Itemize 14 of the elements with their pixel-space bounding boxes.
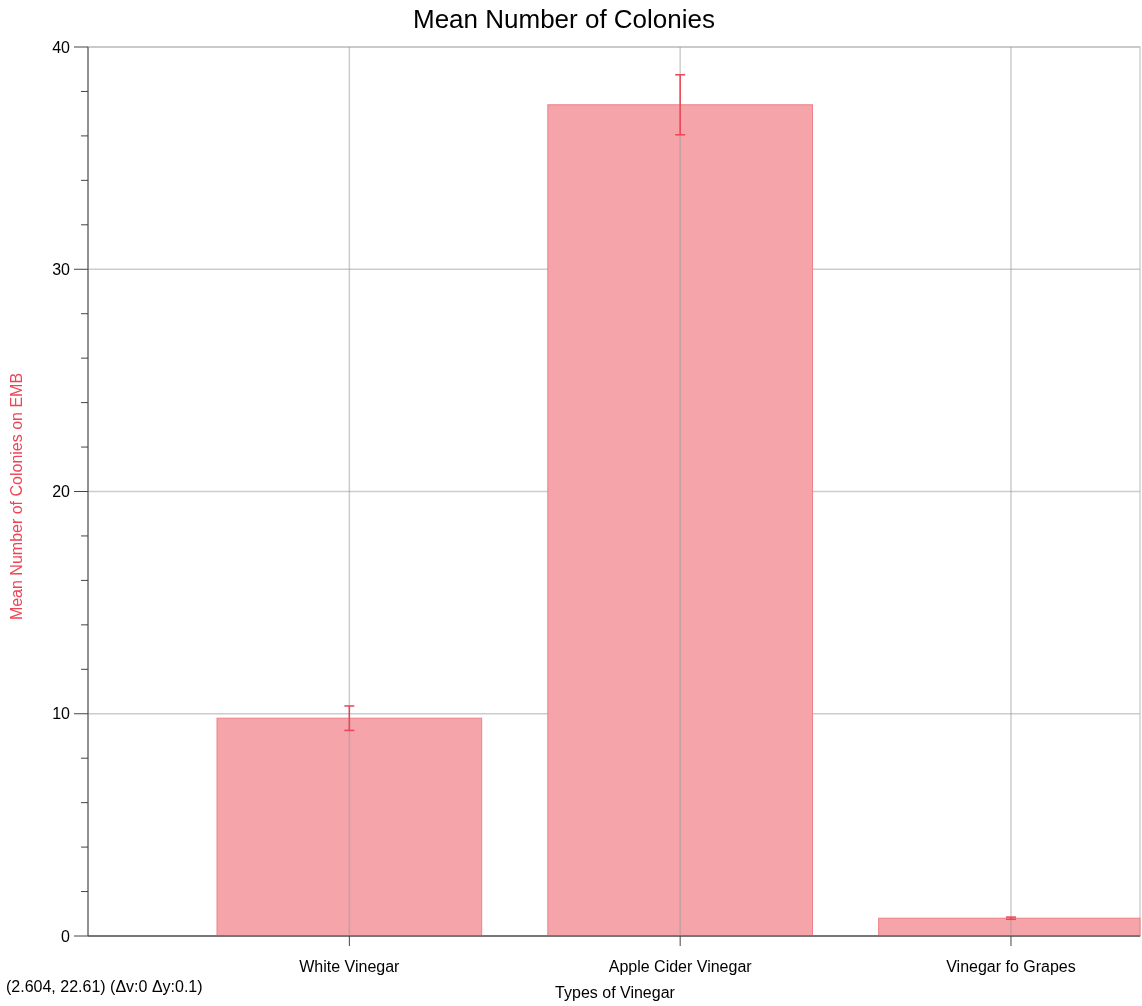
chart-title: Mean Number of Colonies xyxy=(412,4,716,34)
text: (2.604, 22.61) (Δv:0 Δy:0.1) xyxy=(6,978,203,995)
y-tick-label: 40 xyxy=(52,38,71,56)
y-axis-title: Mean Number of Colonies on EMB xyxy=(8,372,25,621)
y-tick-label: 10 xyxy=(52,705,71,723)
x-tick-label: White Vinegar xyxy=(299,958,401,975)
y-tick-label: 20 xyxy=(52,483,71,501)
bar xyxy=(216,717,483,937)
x-tick-label: Apple Cider Vinegar xyxy=(608,958,753,975)
y-tick-label: 0 xyxy=(61,927,71,945)
bar xyxy=(547,104,813,937)
x-tick-label: Vinegar fo Grapes xyxy=(946,958,1076,975)
y-tick-label: 30 xyxy=(52,260,71,278)
x-axis-title: Types of Vinegar xyxy=(555,984,676,1001)
